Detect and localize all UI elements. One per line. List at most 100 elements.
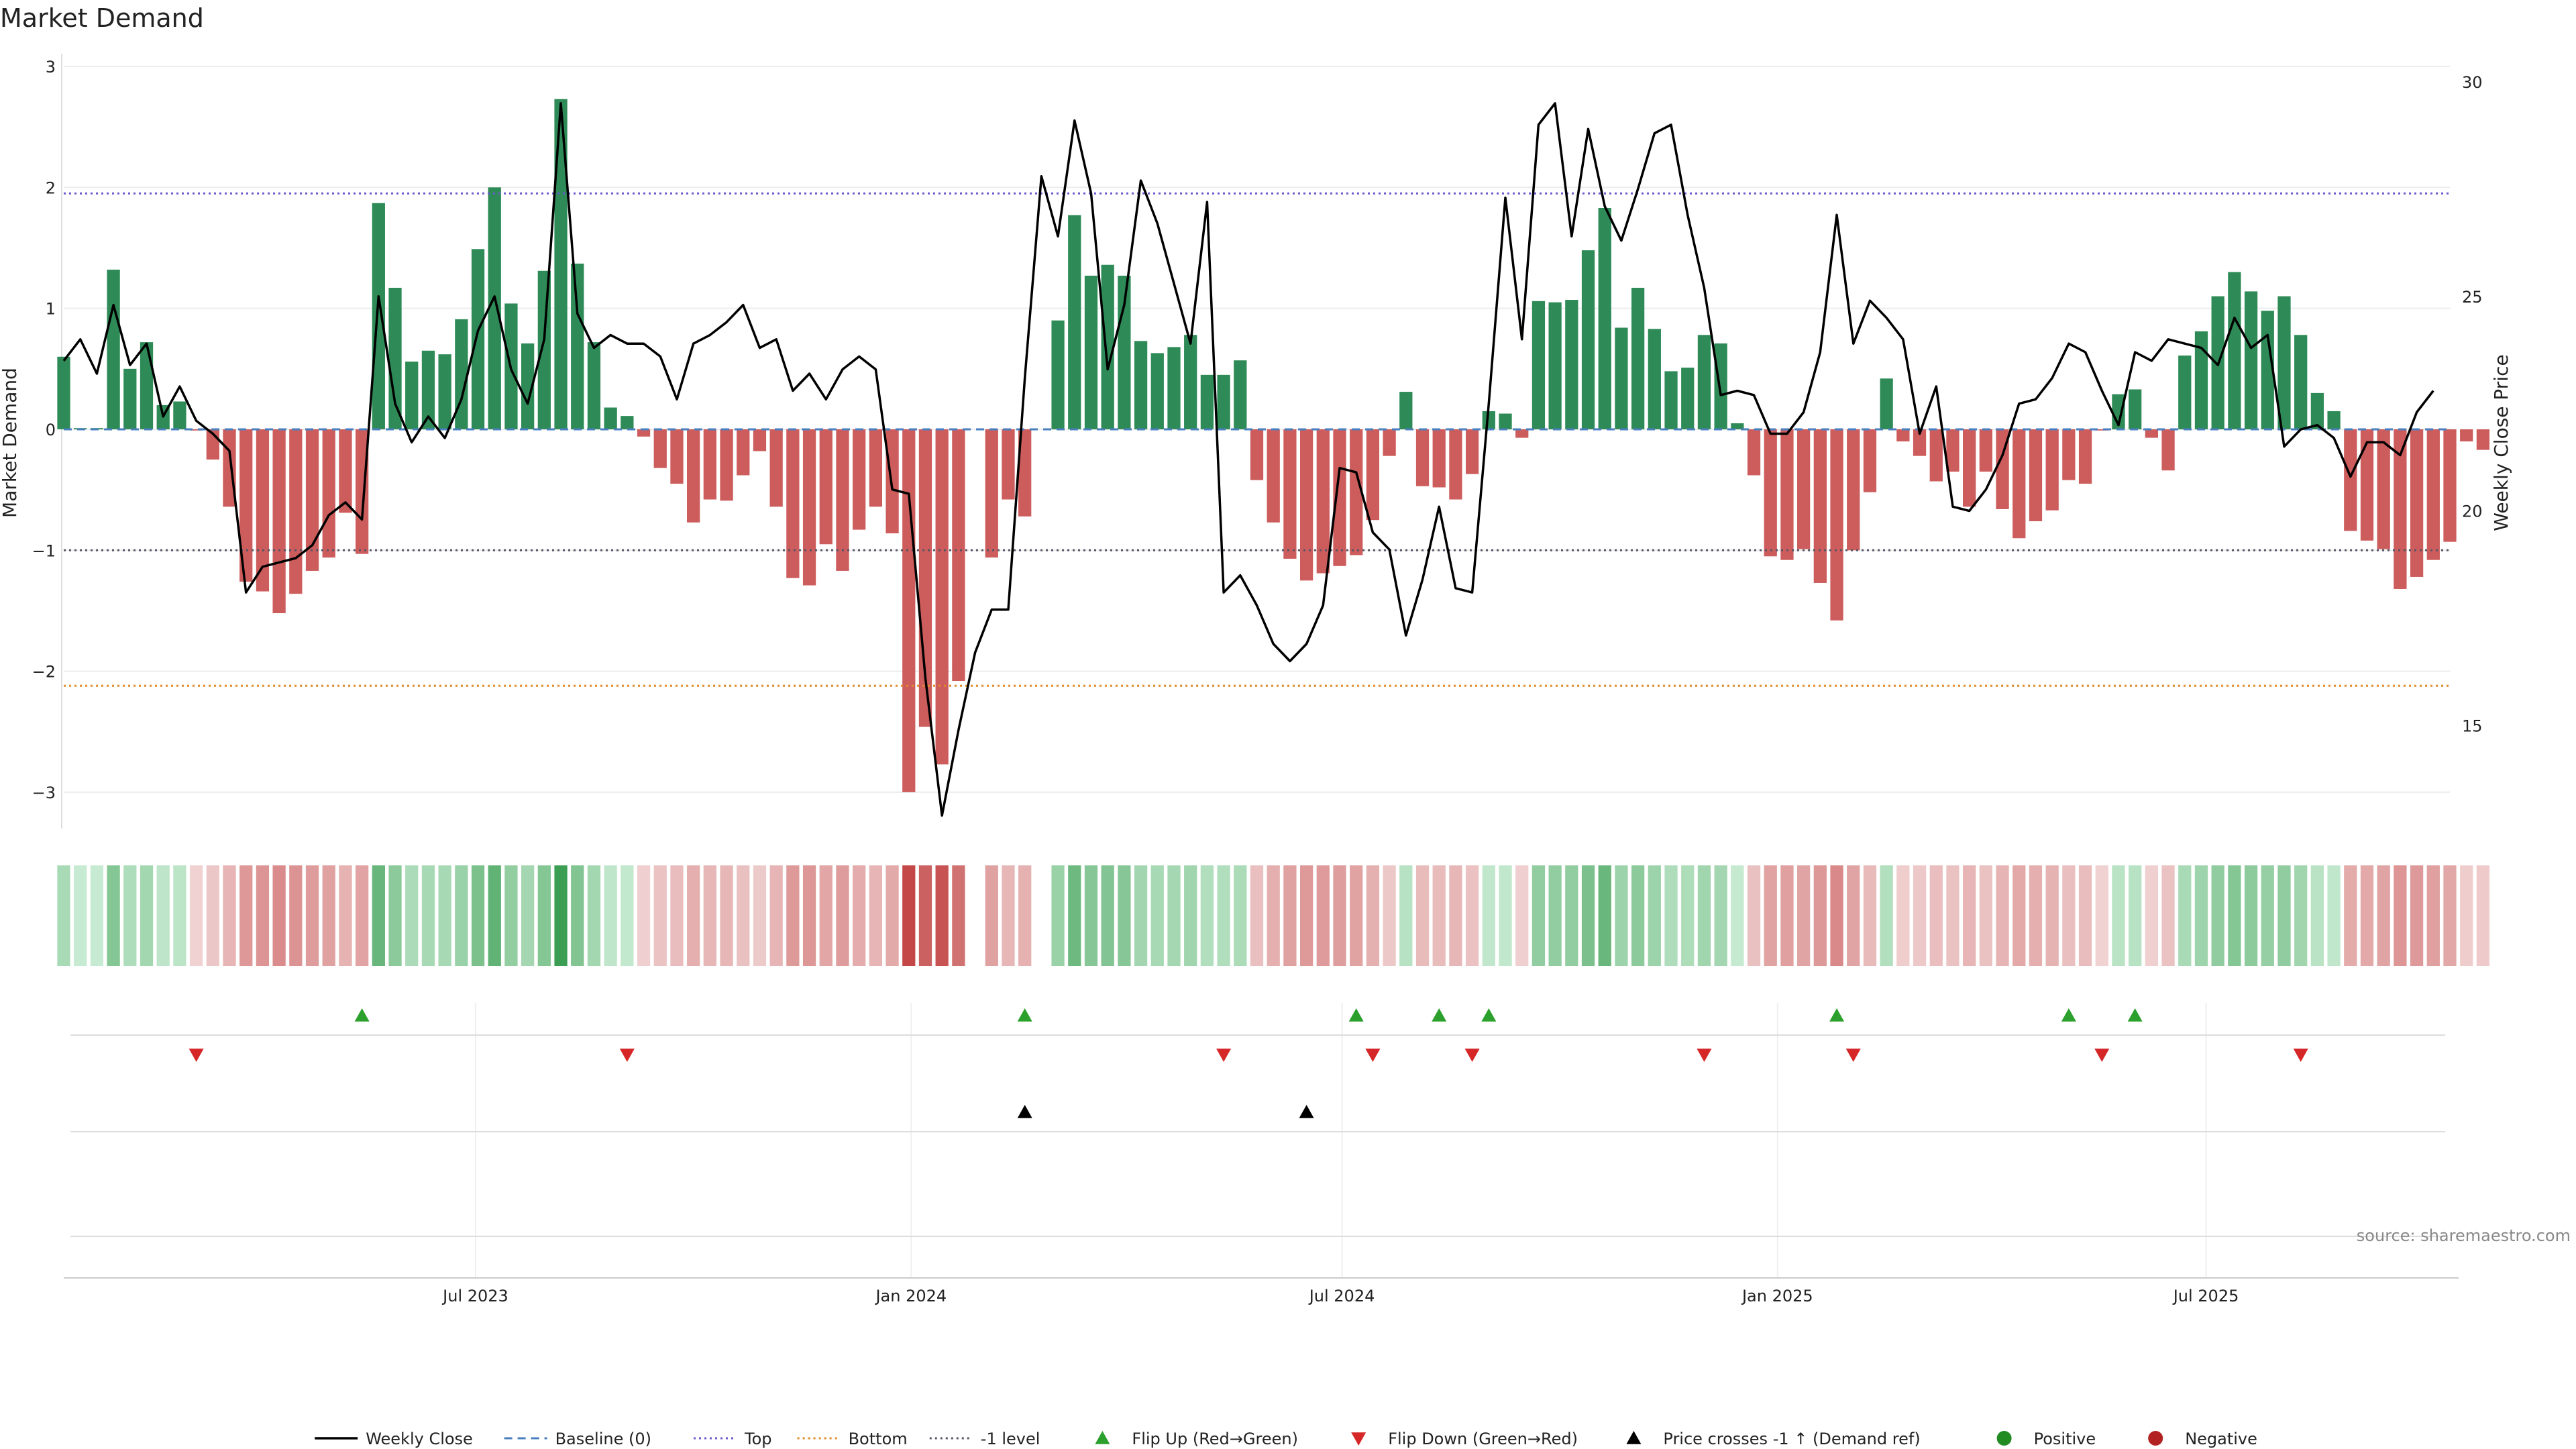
heatmap-cell xyxy=(388,865,402,966)
demand-bar xyxy=(1913,429,1927,456)
demand-bar xyxy=(239,429,253,582)
demand-bar xyxy=(2394,429,2407,589)
demand-bar xyxy=(869,429,883,507)
demand-bar xyxy=(1499,413,1512,429)
demand-bar xyxy=(438,354,451,429)
heatmap-cell xyxy=(256,865,270,966)
demand-bar xyxy=(2194,331,2208,429)
heatmap-cell xyxy=(2145,865,2159,966)
heatmap-cell xyxy=(57,865,70,966)
demand-bar xyxy=(587,342,601,429)
weekly-close-series xyxy=(62,102,2434,817)
demand-bar xyxy=(1714,343,1727,429)
demand-bar xyxy=(372,203,385,429)
demand-bar xyxy=(140,342,154,429)
legend-swatch xyxy=(1996,1431,2012,1446)
heatmap-cell xyxy=(571,865,584,966)
heatmap-cell xyxy=(737,865,750,966)
demand-bar xyxy=(1929,429,1943,482)
heatmap-cell xyxy=(687,865,700,966)
demand-bar xyxy=(687,429,700,523)
demand-bar xyxy=(853,429,866,530)
demand-bar xyxy=(2244,291,2258,429)
legend-item: Negative xyxy=(2148,1430,2257,1448)
demand-bar xyxy=(339,429,352,513)
heatmap-cell xyxy=(1946,865,1960,966)
demand-bars xyxy=(57,99,2490,792)
demand-bar xyxy=(1747,429,1761,476)
demand-bar xyxy=(256,429,270,592)
heatmap-cell xyxy=(902,865,916,966)
heatmap-cell xyxy=(952,865,965,966)
demand-bar xyxy=(1068,215,1081,429)
demand-bar xyxy=(1018,429,1032,517)
demand-bar xyxy=(2161,429,2175,471)
heatmap-cell xyxy=(2161,865,2175,966)
heatmap-cell xyxy=(1134,865,1148,966)
heatmap-cell xyxy=(1018,865,1032,966)
heatmap-cell xyxy=(537,865,551,966)
demand-bar xyxy=(1797,429,1811,549)
heatmap-cell xyxy=(819,865,833,966)
legend-label: Flip Down (Green→Red) xyxy=(1388,1430,1578,1448)
legend-label: Weekly Close xyxy=(366,1430,473,1448)
demand-bar xyxy=(571,263,584,429)
heatmap-cell xyxy=(836,865,849,966)
flip-up-marker xyxy=(1481,1008,1497,1022)
demand-bar xyxy=(1880,378,1893,429)
demand-bar xyxy=(604,407,617,429)
heatmap-cell xyxy=(438,865,451,966)
demand-bar xyxy=(2294,335,2308,429)
heatmap-cell xyxy=(1150,865,1164,966)
heatmap-cell xyxy=(1598,865,1611,966)
heatmap-cell xyxy=(2394,865,2407,966)
heatmap-cell xyxy=(355,865,369,966)
heatmap-cell xyxy=(90,865,104,966)
heatmap-cell xyxy=(339,865,352,966)
heatmap-cell xyxy=(1250,865,1264,966)
heatmap-cell xyxy=(1118,865,1131,966)
heatmap-cell xyxy=(2476,865,2490,966)
heatmap-cell xyxy=(1764,865,1777,966)
y-tick-label: 3 xyxy=(46,58,56,76)
demand-bar xyxy=(1366,429,1380,521)
flip-up-marker xyxy=(2061,1008,2076,1022)
heatmap-cell xyxy=(1813,865,1827,966)
demand-bar xyxy=(2045,429,2059,511)
demand-bar xyxy=(1963,429,1976,507)
demand-bar xyxy=(1581,250,1595,429)
demand-bar xyxy=(1515,429,1529,438)
demand-bar xyxy=(421,350,435,429)
price-cross-marker xyxy=(1299,1105,1314,1118)
heatmap-cell xyxy=(1631,865,1645,966)
demand-bar xyxy=(1399,392,1413,429)
heatmap-cell xyxy=(1316,865,1330,966)
heatmap-cell xyxy=(405,865,419,966)
heatmap-cell xyxy=(1432,865,1446,966)
demand-bar xyxy=(985,429,998,558)
demand-bar xyxy=(670,429,684,484)
heatmap-cell xyxy=(985,865,998,966)
heatmap-cell xyxy=(2443,865,2457,966)
heatmap-cell xyxy=(521,865,535,966)
legend-label: Top xyxy=(744,1430,772,1448)
heatmap-cell xyxy=(239,865,253,966)
demand-bar xyxy=(819,429,833,545)
heatmap-cell xyxy=(2194,865,2208,966)
x-tick-label: Jan 2024 xyxy=(874,1287,947,1305)
heatmap-cell xyxy=(587,865,601,966)
heatmap-cell xyxy=(1217,865,1230,966)
heatmap-cell xyxy=(1979,865,1992,966)
demand-bar xyxy=(1996,429,2009,509)
heatmap-cell xyxy=(1548,865,1562,966)
heatmap-cell xyxy=(1664,865,1678,966)
heatmap-cell xyxy=(2228,865,2241,966)
heatmap-cell xyxy=(2129,865,2142,966)
heatmap-cell xyxy=(2310,865,2324,966)
y-tick-label: −1 xyxy=(32,541,56,560)
heatmap-cell xyxy=(1449,865,1462,966)
legend-item: Baseline (0) xyxy=(504,1430,651,1448)
demand-bar xyxy=(653,429,667,468)
legend-label: Positive xyxy=(2034,1430,2096,1448)
heatmap-cell xyxy=(223,865,236,966)
